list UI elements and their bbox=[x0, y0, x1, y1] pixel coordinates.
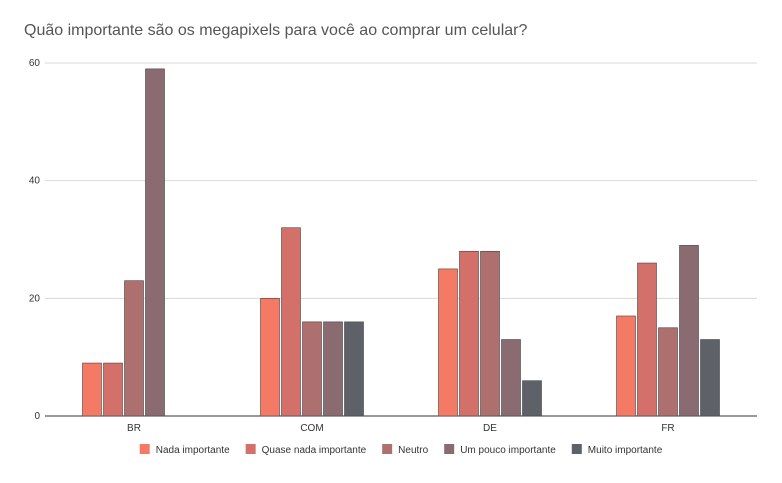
y-axis-ticks: 0 20 40 60 bbox=[29, 58, 41, 422]
bar bbox=[658, 327, 678, 417]
bar bbox=[522, 380, 542, 417]
x-tick-label: DE bbox=[483, 423, 497, 434]
bar bbox=[438, 268, 458, 417]
legend-swatch bbox=[382, 444, 393, 454]
y-tick-label: 0 bbox=[34, 411, 40, 422]
x-tick-label: BR bbox=[127, 423, 141, 434]
bar bbox=[501, 339, 521, 417]
legend-item: Neutro bbox=[382, 444, 429, 456]
legend-item: Um pouco importante bbox=[444, 444, 556, 456]
bar bbox=[281, 227, 301, 417]
legend-label: Muito importante bbox=[588, 445, 663, 456]
bar bbox=[637, 262, 657, 417]
y-tick-label: 40 bbox=[29, 176, 41, 187]
legend-label: Quase nada importante bbox=[262, 445, 367, 456]
bar bbox=[679, 245, 699, 417]
legend-swatch bbox=[571, 444, 582, 454]
bar bbox=[124, 280, 144, 417]
legend-swatch bbox=[245, 444, 256, 454]
chart-title: Quão importante são os megapixels para v… bbox=[24, 22, 528, 39]
bar bbox=[616, 315, 636, 417]
bar bbox=[103, 362, 123, 417]
legend-label: Um pouco importante bbox=[460, 445, 556, 456]
legend-label: Neutro bbox=[398, 445, 428, 456]
bar bbox=[323, 321, 343, 417]
y-tick-label: 20 bbox=[29, 293, 41, 304]
legend: Nada importante Quase nada importante Neut… bbox=[139, 444, 663, 456]
bar bbox=[145, 68, 165, 417]
bar bbox=[302, 321, 322, 417]
legend-label: Nada importante bbox=[156, 445, 230, 456]
bar bbox=[260, 298, 280, 417]
legend-swatch bbox=[444, 444, 455, 454]
bars bbox=[82, 68, 720, 417]
legend-item: Muito importante bbox=[571, 444, 663, 456]
bar bbox=[459, 250, 479, 417]
x-tick-label: COM bbox=[300, 423, 323, 434]
y-tick-label: 60 bbox=[29, 58, 41, 69]
bar bbox=[344, 321, 364, 417]
bar bbox=[480, 250, 500, 417]
bar bbox=[82, 362, 102, 417]
legend-swatch bbox=[139, 444, 150, 454]
x-axis-ticks: BR COM DE FR bbox=[127, 423, 675, 434]
legend-item: Quase nada importante bbox=[245, 444, 367, 456]
legend-item: Nada importante bbox=[139, 444, 230, 456]
x-tick-label: FR bbox=[661, 423, 674, 434]
bar bbox=[700, 339, 720, 417]
